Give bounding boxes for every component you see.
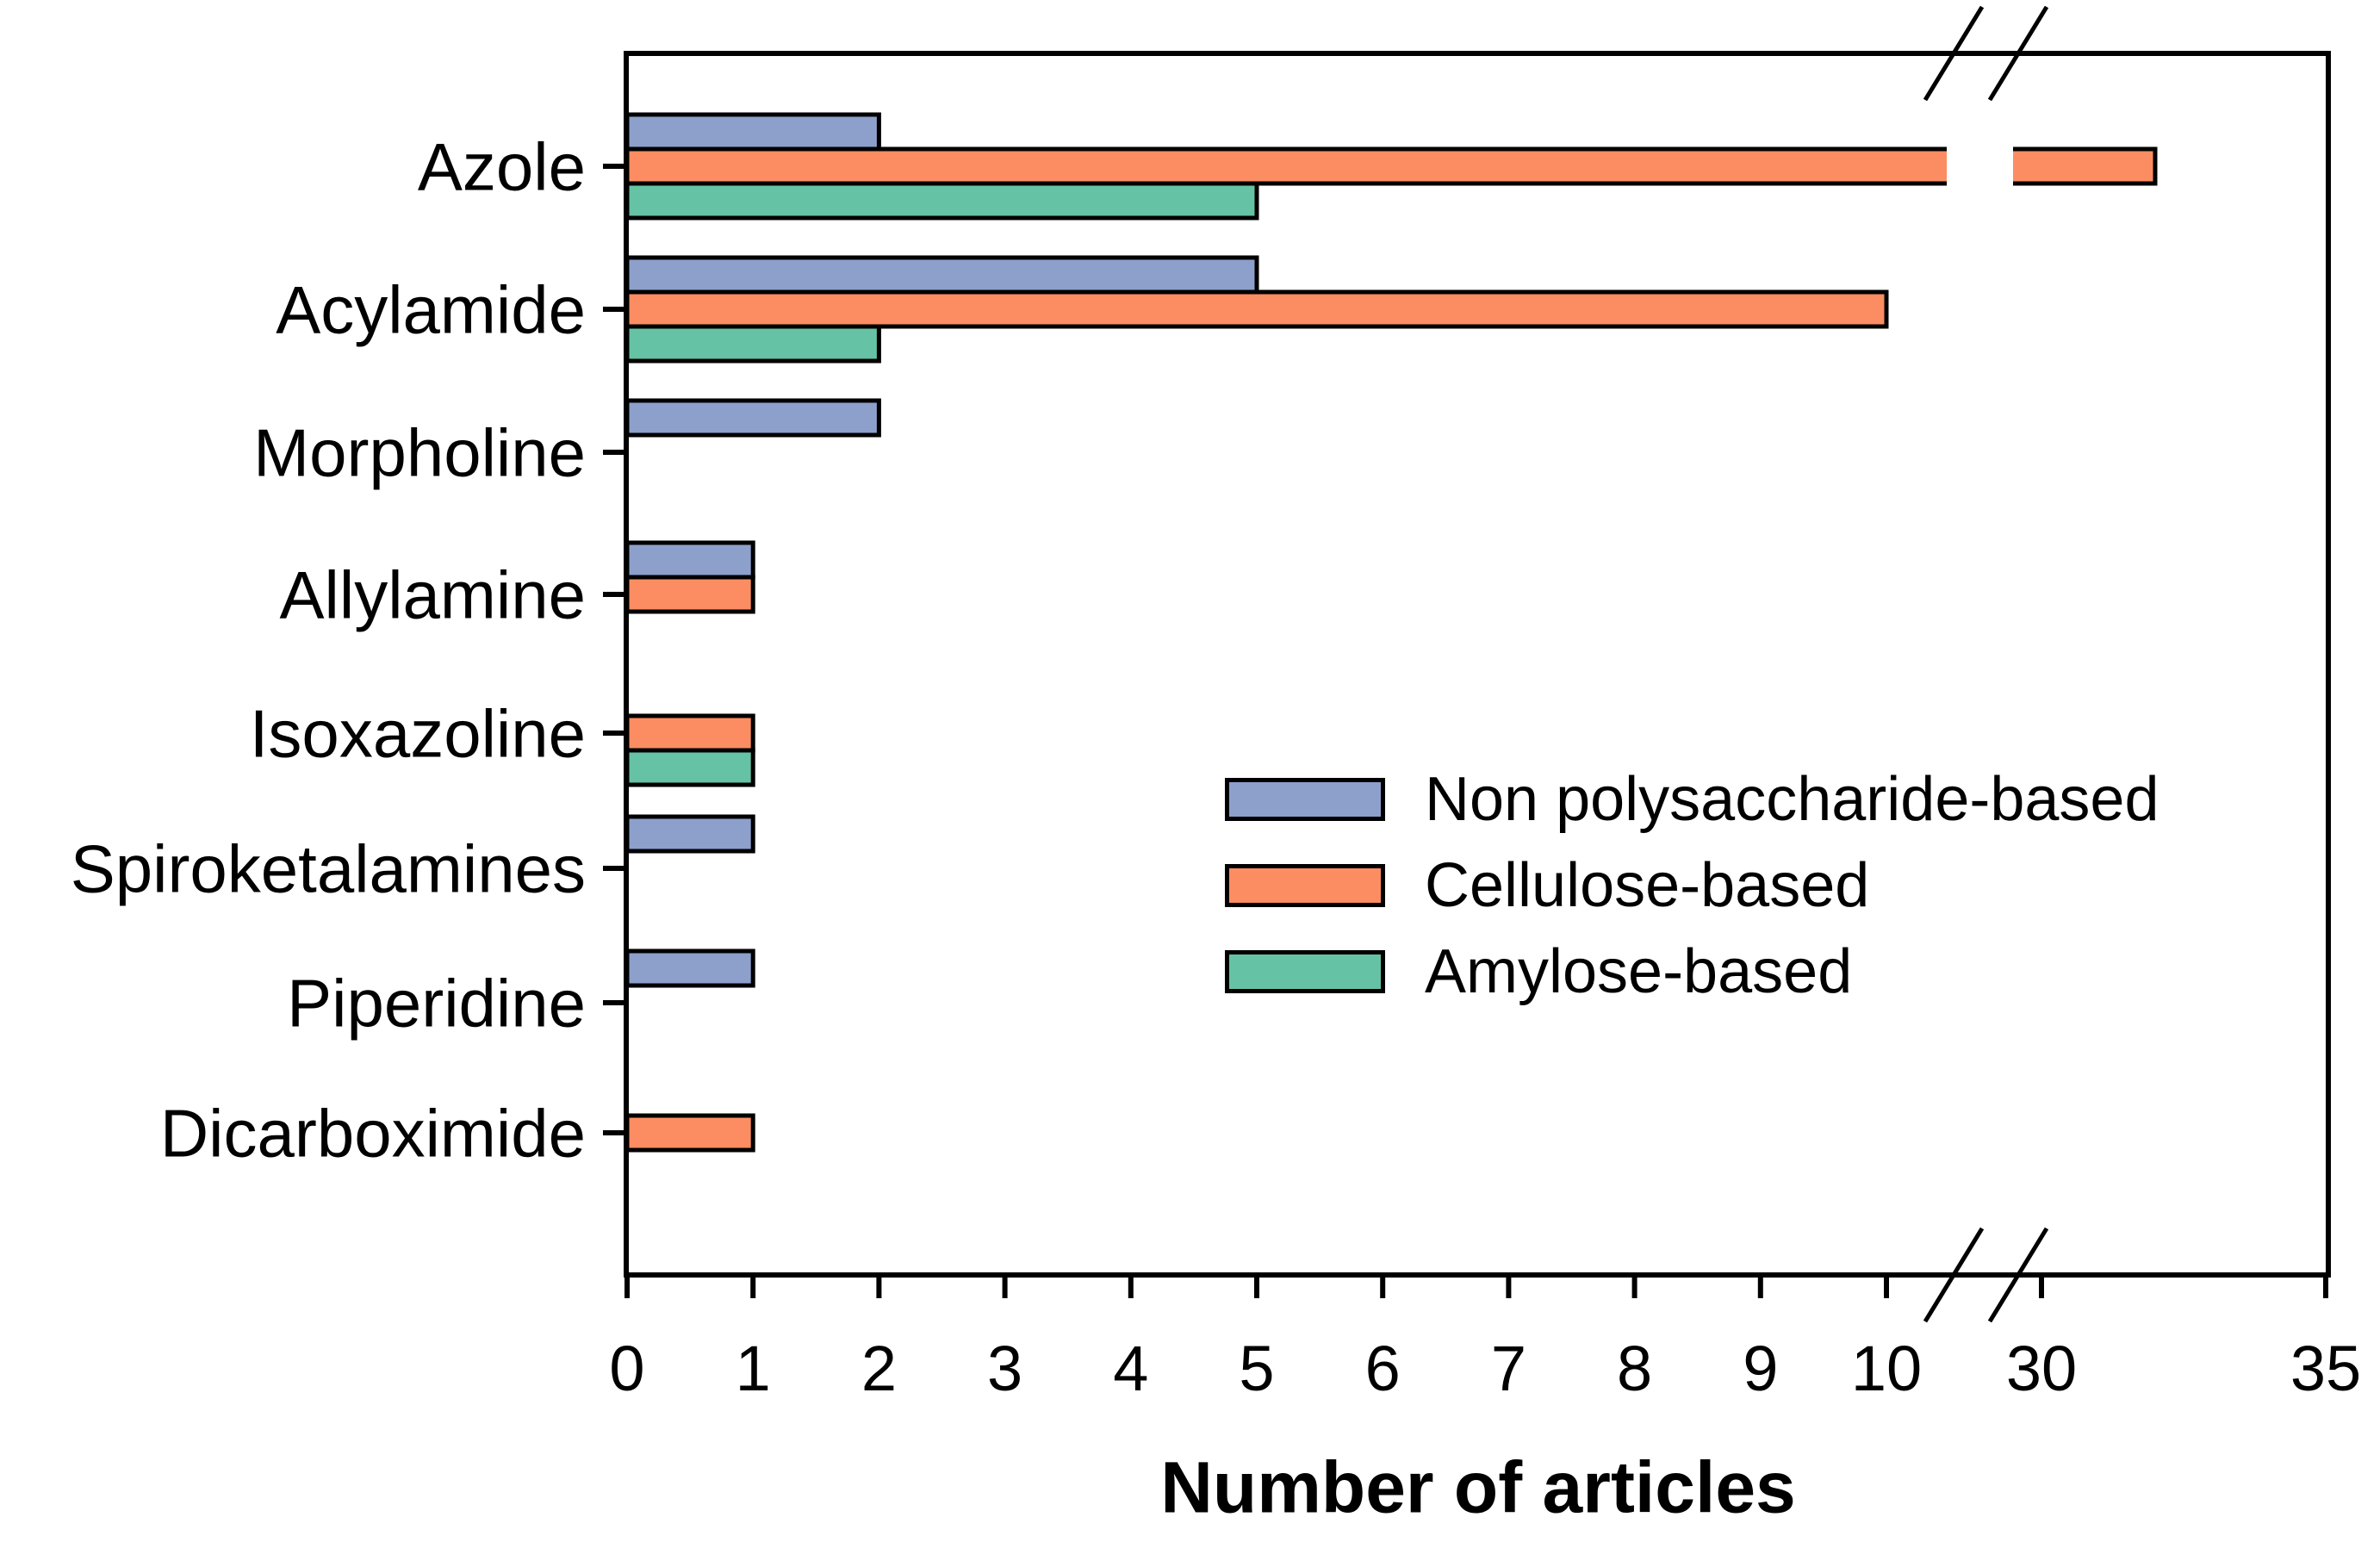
legend-label-non-polysaccharide: Non polysaccharide-based: [1425, 765, 2159, 834]
x-tick-label-4: 4: [1113, 1333, 1148, 1404]
category-label-azole: Azole: [418, 128, 586, 204]
bar-isoxazoline-amylose-based: [625, 748, 755, 787]
bar-dicarboximide-cellulose-based: [625, 1113, 755, 1153]
legend-swatch-amylose: [1225, 950, 1385, 993]
bar-allylamine-cellulose-based: [625, 575, 755, 614]
x-tick-label-10: 10: [1851, 1333, 1922, 1404]
bar-azole-cellulose-based-segment2-border: [2013, 146, 2158, 186]
category-label-isoxazoline: Isoxazoline: [250, 695, 586, 771]
legend-label-cellulose: Cellulose-based: [1425, 851, 1870, 920]
bar-acylamide-non-polysaccharide-based: [625, 255, 1259, 295]
category-label-piperidine: Piperidine: [287, 965, 586, 1041]
x-tick-label-0: 0: [609, 1333, 644, 1404]
bar-acylamide-cellulose-based: [625, 289, 1889, 329]
category-label-spiroketalamines: Spiroketalamines: [71, 830, 586, 906]
x-tick-label-7: 7: [1491, 1333, 1526, 1404]
axis-break-slash-bottom-0: [1923, 1227, 1985, 1323]
x-tick-label-3: 3: [987, 1333, 1022, 1404]
legend-swatch-cellulose: [1225, 864, 1385, 907]
x-tick-label-9: 9: [1743, 1333, 1778, 1404]
x-tick-label-35: 35: [2290, 1333, 2361, 1404]
bar-allylamine-non-polysaccharide-based: [625, 540, 755, 580]
legend-row: Non polysaccharide-based: [1225, 768, 2159, 830]
x-tick-label-6: 6: [1365, 1333, 1401, 1404]
plot-border: [624, 51, 2331, 1278]
bar-isoxazoline-cellulose-based: [625, 713, 755, 753]
category-label-allylamine: Allylamine: [280, 556, 586, 632]
axis-break-slash-bottom-1: [1987, 1227, 2049, 1323]
x-tick-label-5: 5: [1239, 1333, 1274, 1404]
x-tick-label-2: 2: [861, 1333, 897, 1404]
x-tick-label-30: 30: [2006, 1333, 2077, 1404]
bar-spiroketalamines-non-polysaccharide-based: [625, 814, 755, 854]
legend-row: Amylose-based: [1225, 941, 2159, 1003]
axis-break-slash-top-0: [1923, 5, 1985, 102]
bar-piperidine-non-polysaccharide-based: [625, 948, 755, 988]
category-label-acylamide: Acylamide: [276, 271, 586, 347]
bar-azole-cellulose-based-segment2: [2013, 149, 2155, 183]
legend: Non polysaccharide-based Cellulose-based…: [1225, 768, 2159, 1003]
category-label-dicarboximide: Dicarboximide: [160, 1095, 586, 1171]
legend-swatch-non-polysaccharide: [1225, 778, 1385, 821]
axis-break-slash-top-1: [1987, 5, 2049, 102]
x-axis-title: Number of articles: [1160, 1446, 1796, 1527]
x-tick-label-8: 8: [1617, 1333, 1652, 1404]
category-label-morpholine: Morpholine: [253, 414, 586, 490]
bar-acylamide-amylose-based: [625, 324, 881, 364]
bar-azole-amylose-based: [625, 181, 1259, 221]
bar-azole-cellulose-based-segment1: [627, 149, 1947, 183]
bar-morpholine-non-polysaccharide-based: [625, 398, 881, 438]
bar-azole-non-polysaccharide-based: [625, 112, 881, 152]
legend-label-amylose: Amylose-based: [1425, 937, 1853, 1006]
x-tick-label-1: 1: [736, 1333, 771, 1404]
legend-row: Cellulose-based: [1225, 855, 2159, 917]
